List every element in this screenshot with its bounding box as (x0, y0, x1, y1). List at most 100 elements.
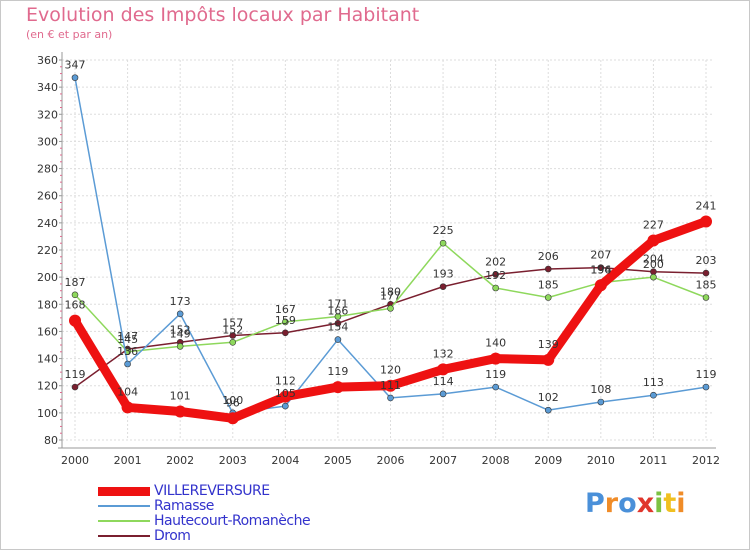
data-point (489, 352, 502, 365)
y-tick-label: 160 (37, 325, 58, 338)
x-tick-label: 2009 (534, 454, 562, 467)
data-point (702, 269, 710, 277)
data-label: 159 (275, 314, 296, 327)
data-point (650, 391, 657, 399)
legend-label: VILLEREVERSURE (154, 483, 270, 499)
data-point (437, 363, 450, 376)
data-label: 136 (117, 345, 138, 358)
data-label: 187 (65, 276, 86, 289)
y-tick-label: 140 (37, 353, 58, 366)
data-label: 173 (170, 295, 191, 308)
data-point (124, 360, 131, 368)
data-label: 112 (275, 375, 296, 388)
y-tick-label: 320 (37, 108, 58, 121)
data-point (594, 279, 607, 292)
data-point (71, 74, 79, 81)
data-point (121, 401, 134, 414)
x-tick-label: 2011 (639, 454, 667, 467)
data-point (439, 390, 447, 398)
data-label: 202 (485, 255, 506, 268)
data-label: 200 (643, 258, 664, 271)
y-tick-label: 300 (37, 135, 58, 148)
data-label: 96 (226, 396, 240, 409)
x-tick-label: 2012 (692, 454, 720, 467)
data-label: 193 (433, 268, 454, 281)
x-tick-label: 2000 (61, 454, 89, 467)
x-tick-label: 2005 (324, 454, 352, 467)
data-label: 120 (380, 364, 401, 377)
data-label: 180 (380, 285, 401, 298)
chart-subtitle: (en € et par an) (26, 28, 113, 41)
y-tick-label: 220 (37, 244, 58, 257)
data-label: 152 (170, 323, 191, 336)
data-label: 119 (485, 368, 506, 381)
data-label: 194 (590, 263, 611, 276)
x-tick-label: 2007 (429, 454, 457, 467)
data-point (334, 336, 342, 343)
y-tick-label: 120 (37, 380, 58, 393)
data-label: 132 (433, 347, 454, 360)
data-label: 114 (433, 375, 454, 388)
data-label: 347 (65, 59, 86, 72)
legend-swatch (98, 487, 150, 496)
data-label: 104 (117, 385, 138, 398)
data-label: 147 (117, 330, 138, 343)
data-point (702, 294, 710, 301)
data-point (229, 338, 237, 346)
x-tick-label: 2003 (219, 454, 247, 467)
data-point (176, 310, 184, 318)
y-tick-label: 360 (37, 54, 58, 67)
data-label: 154 (327, 321, 348, 334)
x-tick-label: 2010 (587, 454, 615, 467)
x-tick-label: 2006 (377, 454, 405, 467)
data-point (544, 265, 552, 273)
data-point (384, 379, 397, 392)
logo-letter: x (636, 488, 655, 519)
data-point (439, 239, 447, 247)
legend-swatch (98, 535, 150, 537)
data-label: 145 (117, 333, 138, 346)
data-label: 101 (170, 390, 191, 403)
y-tick-label: 200 (37, 271, 58, 284)
data-label: 166 (327, 304, 348, 317)
data-label: 185 (696, 279, 717, 292)
data-point (647, 234, 660, 247)
data-label: 149 (170, 327, 191, 340)
data-point (492, 383, 499, 391)
data-label: 157 (222, 317, 243, 330)
data-label: 206 (538, 250, 559, 263)
data-label: 167 (275, 303, 296, 316)
logo-letter: i (654, 488, 664, 519)
x-tick-label: 2008 (482, 454, 510, 467)
data-point (542, 353, 555, 366)
data-point (176, 343, 184, 350)
data-point (702, 383, 710, 391)
data-point (387, 305, 394, 312)
data-point (544, 406, 552, 414)
data-point (282, 318, 289, 326)
data-label: 192 (485, 269, 506, 282)
logo-letter: P (585, 488, 605, 519)
data-label: 119 (65, 368, 86, 381)
data-point (279, 390, 292, 403)
y-tick-label: 340 (37, 81, 58, 94)
data-label: 203 (696, 254, 717, 267)
data-point (597, 264, 605, 271)
data-label: 207 (590, 249, 611, 262)
data-label: 102 (538, 391, 559, 404)
data-label: 225 (433, 224, 454, 237)
data-point (334, 313, 342, 320)
data-point (492, 284, 499, 292)
x-tick-label: 2001 (114, 454, 142, 467)
data-label: 140 (485, 337, 506, 350)
data-point (229, 332, 237, 339)
legend-swatch (98, 520, 150, 522)
data-point (226, 412, 239, 425)
data-label: 177 (380, 289, 401, 302)
x-tick-label: 2004 (271, 454, 299, 467)
data-label: 108 (590, 383, 611, 396)
data-label: 168 (65, 299, 86, 312)
data-point (492, 271, 499, 278)
data-label: 241 (696, 200, 717, 213)
data-point (174, 405, 187, 418)
